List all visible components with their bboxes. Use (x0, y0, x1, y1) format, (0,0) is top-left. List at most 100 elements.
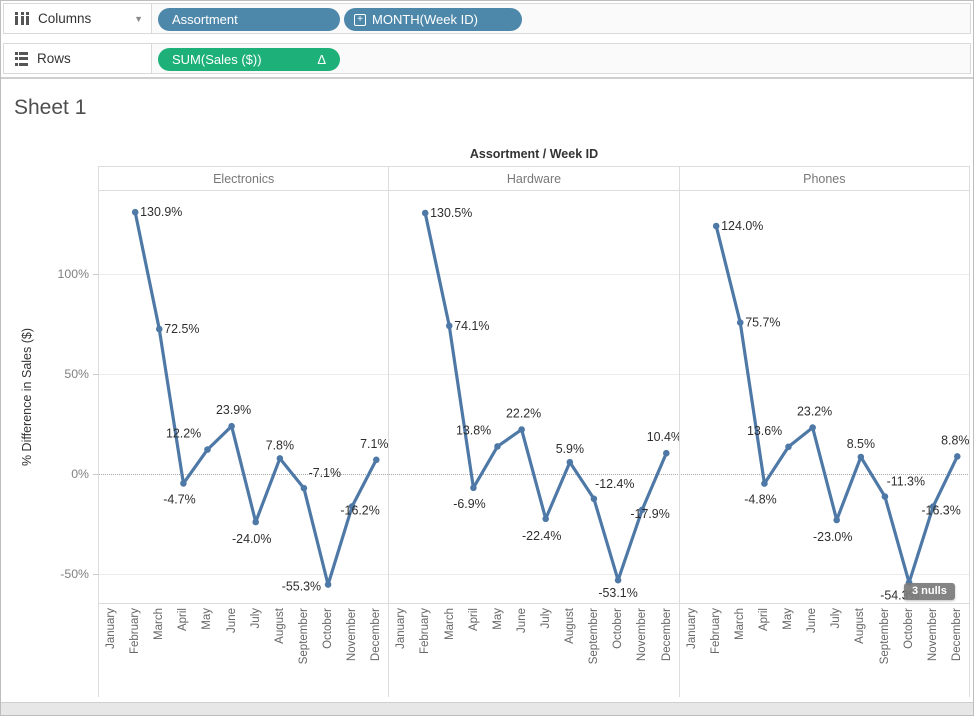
data-point-phones-september[interactable] (881, 493, 888, 500)
data-point-phones-may[interactable] (784, 443, 792, 451)
month-label: October (322, 608, 335, 649)
data-point-hardware-august[interactable] (566, 458, 574, 466)
plot-panels: 130.9% 72.5% -4.7% 12.2% 23.9% -24.0% 7.8% -7.1… (98, 191, 970, 603)
data-label-electronics-august: 7.8% (266, 438, 294, 452)
data-point-hardware-april[interactable] (470, 484, 478, 492)
panel-header-phones: Phones (680, 167, 970, 190)
pill-month-label: MONTH(Week ID) (372, 12, 478, 27)
month-label: March (443, 608, 456, 640)
month-label: April (177, 608, 190, 632)
data-label-hardware-september: -12.4% (595, 477, 634, 491)
month-label: November (346, 608, 359, 662)
worksheet: Sheet 1 Assortment / Week ID Electronics… (1, 79, 973, 702)
month-label: May (201, 608, 214, 630)
pill-sum-sales[interactable]: SUM(Sales ($)) Δ (158, 48, 340, 71)
panel-headers-row: Electronics Hardware Phones (98, 166, 970, 191)
pill-month-week-id[interactable]: + MONTH(Week ID) (344, 8, 522, 31)
month-label: May (782, 608, 795, 630)
month-label: November (636, 608, 649, 662)
data-label-electronics-march: 72.5% (164, 322, 199, 336)
data-point-hardware-may[interactable] (494, 443, 502, 450)
chart-title: Assortment / Week ID (469, 147, 599, 161)
data-point-electronics-october[interactable] (324, 581, 332, 588)
data-label-phones-may: 13.6% (747, 424, 782, 438)
data-point-phones-june[interactable] (809, 424, 816, 431)
month-label: June (225, 608, 238, 633)
y-tick-label: 100% (57, 267, 89, 281)
month-label: June (515, 608, 528, 633)
month-axis: January February March April May June July Augu… (98, 604, 970, 697)
line-chart-panel-hardware[interactable]: 130.5% 74.1% -6.9% 13.8% 22.2% -22.4% 5.9% -12.… (389, 191, 680, 603)
month-label: October (612, 608, 625, 649)
data-label-hardware-august: 5.9% (556, 442, 584, 456)
month-label: February (419, 608, 432, 655)
data-point-phones-november[interactable] (929, 503, 937, 510)
data-label-electronics-december: 7.1% (360, 437, 388, 451)
data-point-electronics-july[interactable] (252, 518, 259, 526)
month-labels-phones: January February March April May June July Augu… (680, 604, 970, 697)
line-chart-panel-phones[interactable]: 124.0% 75.7% -4.8% 13.6% 23.2% -23.0% 8.5% -11.… (680, 191, 970, 603)
month-label: January (685, 608, 698, 649)
chevron-down-icon[interactable]: ▼ (134, 13, 143, 24)
data-point-electronics-june[interactable] (228, 422, 235, 430)
data-label-electronics-may: 12.2% (166, 427, 201, 441)
y-tick-label: 50% (64, 367, 89, 381)
data-point-hardware-september[interactable] (590, 495, 598, 503)
month-labels-electronics: January February March April May June July Augu… (98, 604, 390, 697)
data-point-phones-february[interactable] (712, 222, 720, 230)
data-label-electronics-october: -55.3% (282, 580, 321, 594)
data-point-hardware-december[interactable] (663, 449, 670, 457)
rows-shelf-label-box[interactable]: Rows (4, 44, 152, 73)
month-label: December (370, 608, 383, 662)
columns-shelf: Columns ▼ Assortment + MONTH(Week ID) (3, 3, 971, 34)
gridline-50% (98, 374, 970, 375)
null-indicator-badge[interactable]: 3 nulls (904, 583, 955, 600)
month-label: August (564, 608, 577, 644)
data-label-phones-july: -23.0% (813, 530, 852, 544)
data-point-electronics-may[interactable] (204, 446, 211, 453)
data-point-hardware-june[interactable] (518, 426, 526, 433)
line-chart-panel-electronics[interactable]: 130.9% 72.5% -4.7% 12.2% 23.9% -24.0% 7.8% -7.1… (98, 191, 390, 603)
data-point-hardware-october[interactable] (615, 576, 622, 584)
pill-assortment[interactable]: Assortment (158, 8, 340, 31)
data-point-electronics-september[interactable] (300, 484, 308, 492)
data-label-electronics-july: -24.0% (232, 532, 271, 546)
month-label: April (467, 608, 480, 632)
data-point-hardware-july[interactable] (542, 515, 550, 523)
data-point-electronics-december[interactable] (373, 456, 380, 464)
data-point-phones-august[interactable] (857, 453, 864, 461)
gridline-100% (98, 274, 970, 275)
data-point-phones-april[interactable] (760, 480, 768, 487)
rows-icon (15, 51, 28, 66)
data-point-electronics-august[interactable] (276, 455, 284, 462)
data-point-hardware-february[interactable] (422, 209, 429, 217)
columns-icon (15, 12, 29, 25)
y-tick-mark (93, 574, 98, 575)
data-label-phones-december: 8.8% (941, 433, 969, 447)
data-point-phones-march[interactable] (736, 319, 744, 326)
data-label-phones-november: -16.3% (921, 504, 960, 518)
data-label-electronics-february: 130.9% (140, 205, 182, 219)
data-label-hardware-april: -6.9% (454, 497, 486, 511)
data-point-phones-december[interactable] (953, 453, 961, 460)
month-label: September (588, 608, 601, 665)
data-point-electronics-march[interactable] (155, 325, 163, 333)
data-label-phones-march: 75.7% (745, 316, 780, 330)
data-point-hardware-march[interactable] (446, 322, 453, 330)
columns-shelf-label-box[interactable]: Columns ▼ (4, 4, 152, 33)
data-point-hardware-november[interactable] (639, 506, 646, 514)
data-label-electronics-november: -16.2% (340, 503, 379, 517)
month-label: August (273, 608, 286, 644)
y-tick-label: -50% (60, 567, 89, 581)
data-point-electronics-april[interactable] (180, 480, 187, 487)
data-point-electronics-november[interactable] (348, 503, 356, 510)
panel-header-electronics: Electronics (98, 167, 390, 190)
pill-assortment-label: Assortment (172, 12, 238, 27)
data-point-phones-july[interactable] (833, 516, 840, 524)
y-tick-mark (93, 374, 98, 375)
data-label-hardware-may: 13.8% (456, 423, 491, 437)
data-label-hardware-june: 22.2% (506, 407, 541, 421)
month-label: September (297, 608, 310, 665)
y-axis-title: % Difference in Sales ($) (20, 328, 34, 467)
data-point-electronics-february[interactable] (131, 208, 139, 216)
